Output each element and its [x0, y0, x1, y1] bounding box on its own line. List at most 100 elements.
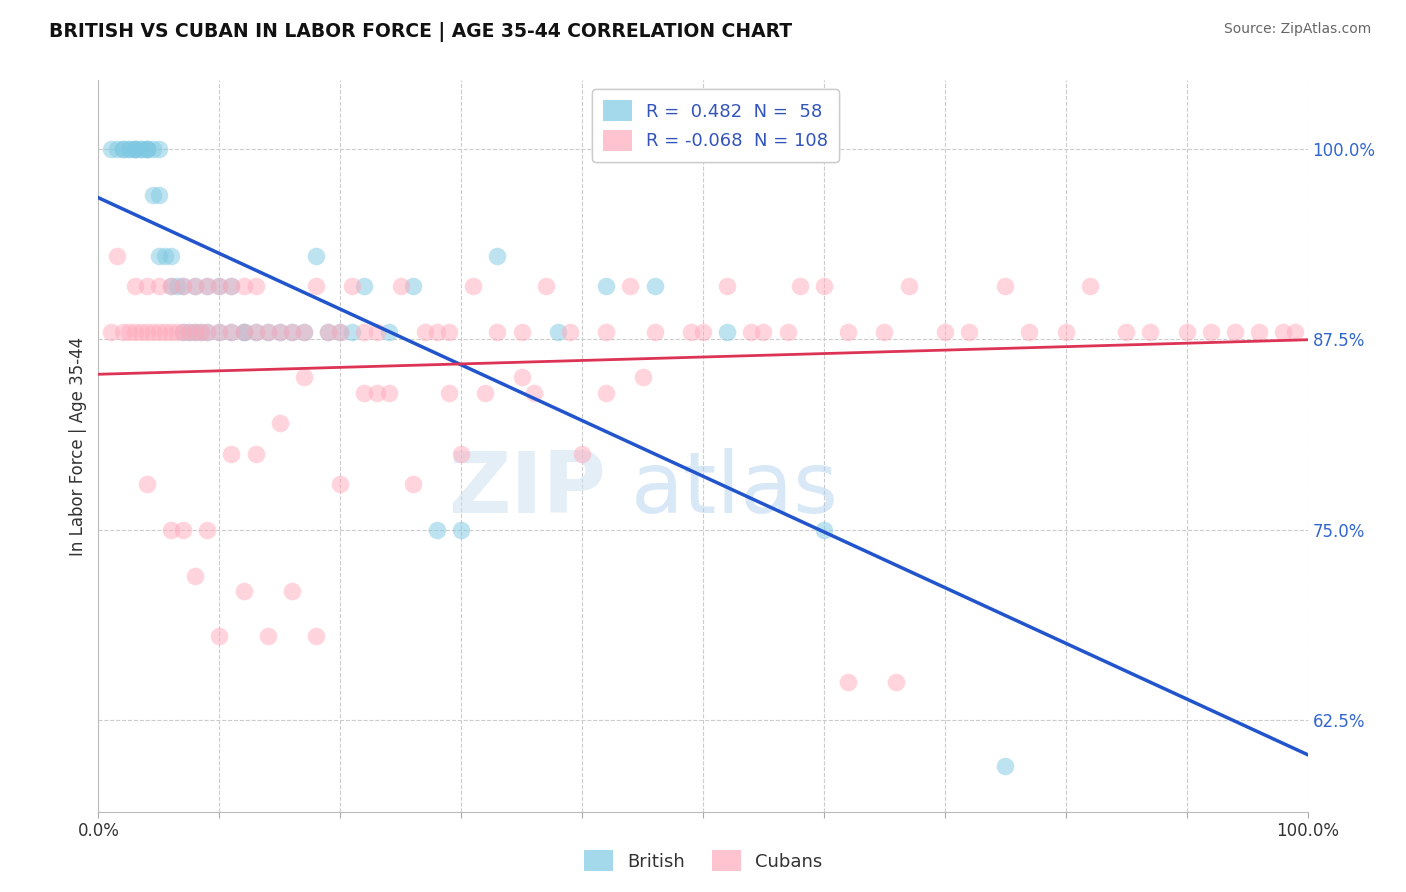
- Point: [111, 142, 134, 156]
- Point: [437, 385, 460, 400]
- Point: [232, 325, 254, 339]
- Point: [679, 325, 702, 339]
- Point: [292, 325, 315, 339]
- Point: [160, 325, 183, 339]
- Point: [934, 325, 956, 339]
- Point: [256, 630, 278, 644]
- Point: [571, 447, 593, 461]
- Point: [486, 248, 509, 262]
- Point: [353, 279, 375, 293]
- Point: [366, 385, 388, 400]
- Point: [118, 142, 141, 156]
- Point: [221, 325, 243, 339]
- Point: [142, 325, 165, 339]
- Point: [221, 325, 243, 339]
- Point: [1175, 325, 1198, 339]
- Point: [957, 325, 980, 339]
- Point: [1018, 325, 1040, 339]
- Point: [292, 370, 315, 384]
- Point: [269, 325, 291, 339]
- Point: [129, 142, 152, 156]
- Point: [305, 279, 328, 293]
- Point: [105, 248, 128, 262]
- Point: [1078, 279, 1101, 293]
- Point: [148, 142, 170, 156]
- Point: [129, 142, 152, 156]
- Point: [269, 325, 291, 339]
- Point: [124, 142, 146, 156]
- Text: Source: ZipAtlas.com: Source: ZipAtlas.com: [1223, 22, 1371, 37]
- Point: [208, 279, 231, 293]
- Point: [463, 279, 485, 293]
- Y-axis label: In Labor Force | Age 35-44: In Labor Force | Age 35-44: [69, 336, 87, 556]
- Point: [135, 477, 157, 491]
- Point: [281, 325, 304, 339]
- Point: [813, 523, 835, 537]
- Point: [316, 325, 339, 339]
- Point: [256, 325, 278, 339]
- Point: [153, 325, 176, 339]
- Point: [1272, 325, 1295, 339]
- Point: [190, 325, 212, 339]
- Point: [886, 675, 908, 690]
- Point: [256, 325, 278, 339]
- Point: [135, 325, 157, 339]
- Point: [177, 325, 201, 339]
- Point: [124, 142, 146, 156]
- Point: [644, 325, 666, 339]
- Point: [208, 325, 231, 339]
- Point: [547, 325, 569, 339]
- Point: [135, 279, 157, 293]
- Point: [129, 325, 152, 339]
- Point: [245, 325, 267, 339]
- Point: [221, 279, 243, 293]
- Point: [135, 142, 157, 156]
- Point: [135, 142, 157, 156]
- Point: [111, 142, 134, 156]
- Point: [105, 142, 128, 156]
- Point: [413, 325, 436, 339]
- Point: [740, 325, 762, 339]
- Text: ZIP: ZIP: [449, 449, 606, 532]
- Point: [269, 416, 291, 430]
- Point: [281, 583, 304, 598]
- Point: [160, 248, 183, 262]
- Point: [426, 523, 449, 537]
- Point: [245, 447, 267, 461]
- Point: [1115, 325, 1137, 339]
- Point: [1054, 325, 1077, 339]
- Point: [789, 279, 811, 293]
- Point: [342, 325, 364, 339]
- Point: [118, 325, 141, 339]
- Point: [184, 568, 207, 582]
- Point: [377, 325, 399, 339]
- Point: [450, 447, 472, 461]
- Point: [776, 325, 799, 339]
- Point: [184, 325, 207, 339]
- Point: [510, 370, 533, 384]
- Point: [292, 325, 315, 339]
- Point: [437, 325, 460, 339]
- Point: [142, 187, 165, 202]
- Point: [510, 325, 533, 339]
- Point: [100, 142, 122, 156]
- Point: [558, 325, 581, 339]
- Point: [402, 477, 425, 491]
- Point: [813, 279, 835, 293]
- Point: [232, 325, 254, 339]
- Point: [1284, 325, 1306, 339]
- Point: [160, 523, 183, 537]
- Point: [644, 279, 666, 293]
- Point: [148, 325, 170, 339]
- Point: [172, 325, 194, 339]
- Legend: British, Cubans: British, Cubans: [576, 843, 830, 879]
- Point: [135, 142, 157, 156]
- Point: [595, 325, 617, 339]
- Point: [118, 142, 141, 156]
- Point: [837, 325, 859, 339]
- Point: [305, 630, 328, 644]
- Point: [166, 279, 188, 293]
- Point: [716, 325, 738, 339]
- Point: [486, 325, 509, 339]
- Point: [329, 325, 352, 339]
